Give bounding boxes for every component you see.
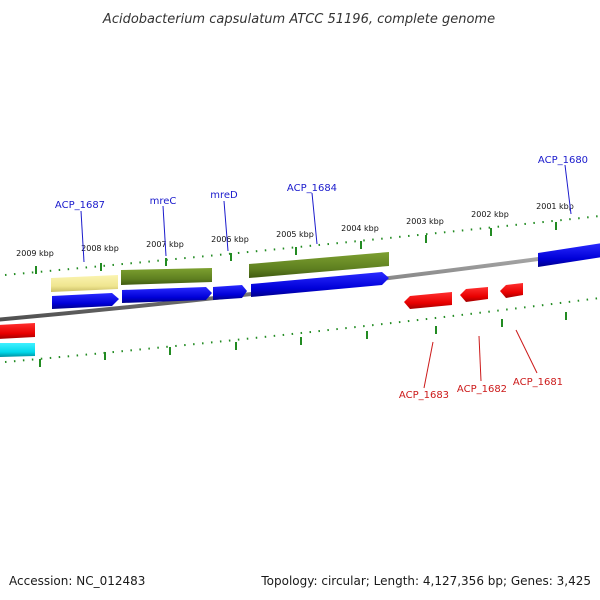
olive-feature (121, 268, 212, 285)
genome-summary-text: Topology: circular; Length: 4,127,356 bp… (260, 574, 591, 588)
cyan-feature (0, 343, 35, 357)
kbp-label: 2008 kbp (81, 244, 119, 253)
reverse-cds-arrow (500, 283, 523, 298)
reverse-gene-labels: ACP_1683 ACP_1682 ACP_1681 (399, 377, 563, 401)
kbp-label: 2005 kbp (276, 230, 314, 239)
reverse-leaders (423, 329, 538, 389)
forward-cds-arrow (52, 293, 119, 309)
gene-label[interactable]: ACP_1683 (399, 390, 449, 401)
gene-label[interactable]: ACP_1684 (287, 183, 337, 194)
gene-label[interactable]: ACP_1680 (538, 155, 588, 166)
reverse-cds-block (0, 323, 35, 339)
gene-label[interactable]: mreD (210, 190, 238, 201)
olive-feature (249, 252, 389, 278)
kbp-label: 2003 kbp (406, 217, 444, 226)
gene-label[interactable]: ACP_1682 (457, 384, 507, 395)
kbp-label: 2006 kbp (211, 235, 249, 244)
forward-cds-arrow (122, 287, 212, 303)
accession-text: Accession: NC_012483 (9, 574, 145, 588)
inner-major-ticks (39, 312, 567, 367)
forward-cds-arrow (538, 243, 600, 267)
inner-tick-ring (4, 297, 600, 363)
outer-major-ticks (35, 222, 557, 274)
gene-label[interactable]: ACP_1687 (55, 200, 105, 211)
reverse-cds-arrow (404, 292, 452, 309)
gene-label[interactable]: mreC (150, 196, 177, 207)
kbp-label: 2009 kbp (16, 249, 54, 258)
map-title: Acidobacterium capsulatum ATCC 51196, co… (102, 12, 495, 27)
kbp-label: 2002 kbp (471, 210, 509, 219)
kbp-label: 2001 kbp (536, 202, 574, 211)
outer-tick-ring (4, 215, 600, 276)
reverse-cds-arrow (460, 287, 488, 302)
forward-cds-arrow (251, 272, 389, 297)
pale-feature (51, 275, 118, 292)
gene-label[interactable]: ACP_1681 (513, 377, 563, 388)
kbp-label: 2004 kbp (341, 224, 379, 233)
forward-leaders (80, 164, 572, 263)
forward-gene-labels: ACP_1687 mreC mreD ACP_1684 ACP_1680 (55, 155, 588, 211)
forward-cds-arrow (213, 285, 247, 300)
